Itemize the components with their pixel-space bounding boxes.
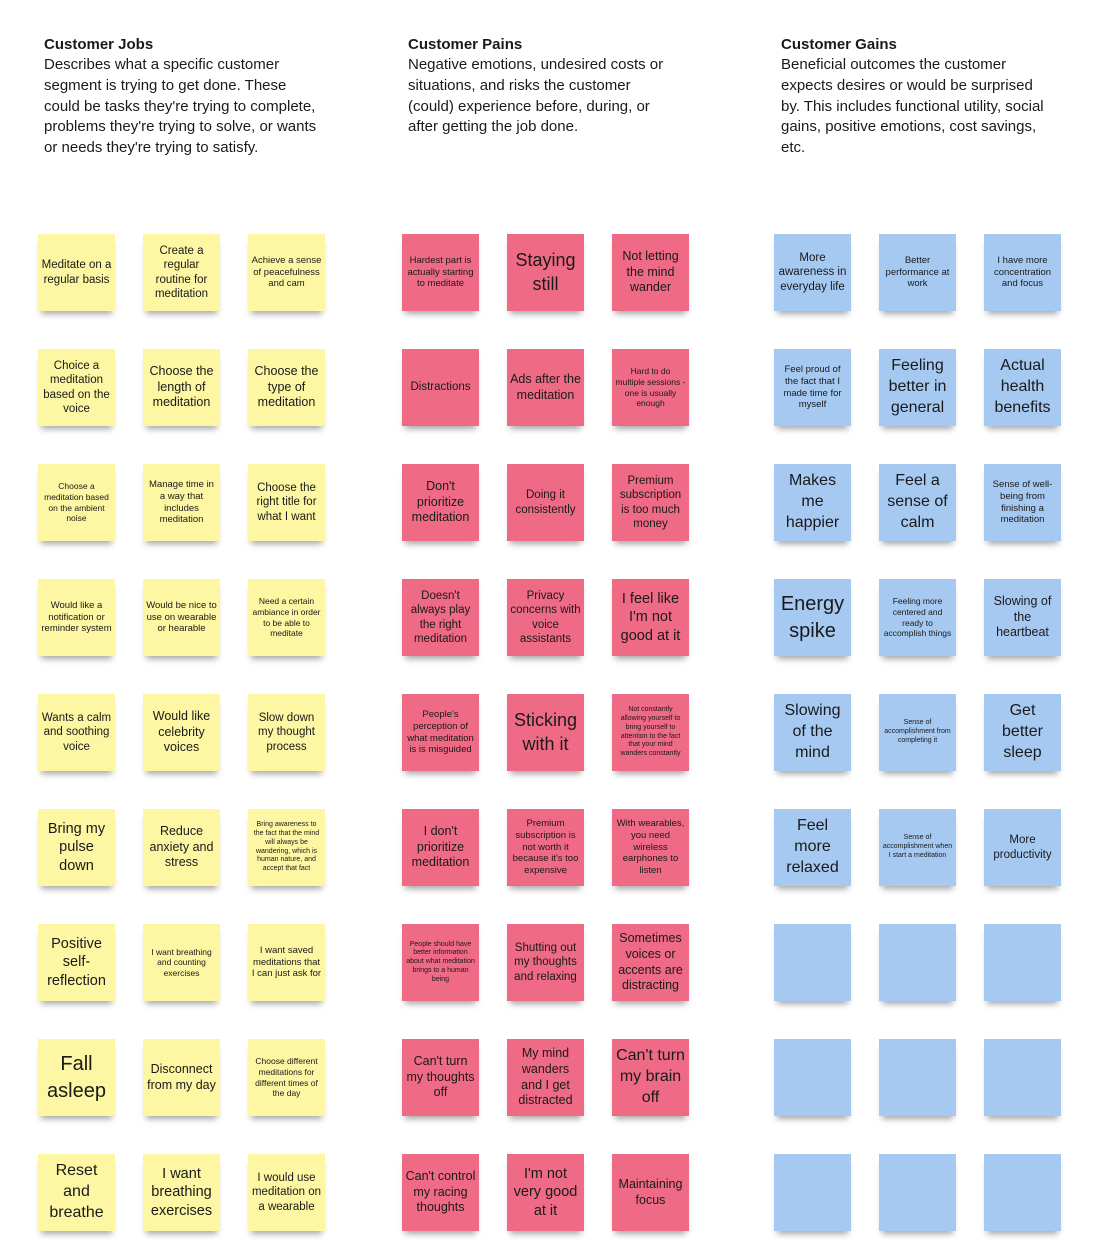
sticky-note[interactable]: Premium subscription is too much money — [612, 464, 689, 541]
sticky-note[interactable]: People's perception of what meditation i… — [402, 694, 479, 771]
section-title: Customer Gains — [781, 36, 897, 53]
sticky-note[interactable]: Slowing of the heartbeat — [984, 579, 1061, 656]
section-title: Customer Pains — [408, 36, 523, 53]
sticky-note[interactable]: Positive self-reflection — [38, 924, 115, 1001]
section-description: Negative emotions, undesired costs or si… — [408, 56, 664, 136]
sticky-note[interactable]: Disconnect from my day — [143, 1039, 220, 1116]
sticky-note[interactable]: Hard to do multiple sessions - one is us… — [612, 349, 689, 426]
sticky-note[interactable]: Would like a notification or reminder sy… — [38, 579, 115, 656]
sticky-note[interactable]: Choose different meditations for differe… — [248, 1039, 325, 1116]
sticky-note[interactable]: Energy spike — [774, 579, 851, 656]
blank-sticky-note[interactable] — [774, 1039, 851, 1116]
sticky-note[interactable]: I'm not very good at it — [507, 1154, 584, 1231]
customer-gains-grid: More awareness in everyday life Better p… — [774, 234, 1061, 1231]
sticky-note[interactable]: Bring my pulse down — [38, 809, 115, 886]
customer-jobs-grid: Meditate on a regular basis Create a reg… — [38, 234, 325, 1231]
sticky-note[interactable]: Can't turn my brain off — [612, 1039, 689, 1116]
section-description: Describes what a specific customer segme… — [44, 56, 317, 157]
sticky-note[interactable]: Doing it consistently — [507, 464, 584, 541]
sticky-note[interactable]: Hardest part is actually starting to med… — [402, 234, 479, 311]
blank-sticky-note[interactable] — [879, 1154, 956, 1231]
sticky-note[interactable]: Sticking with it — [507, 694, 584, 771]
sticky-note[interactable]: Actual health benefits — [984, 349, 1061, 426]
sticky-note[interactable]: Distractions — [402, 349, 479, 426]
sticky-note[interactable]: Feel proud of the fact that I made time … — [774, 349, 851, 426]
sticky-note[interactable]: Not letting the mind wander — [612, 234, 689, 311]
sticky-note[interactable]: Would like celebrity voices — [143, 694, 220, 771]
sticky-note[interactable]: Slow down my thought process — [248, 694, 325, 771]
customer-gains-header: Customer Gains Beneficial outcomes the c… — [781, 35, 1046, 159]
sticky-note[interactable]: Better performance at work — [879, 234, 956, 311]
blank-sticky-note[interactable] — [774, 1154, 851, 1231]
sticky-note[interactable]: I feel like I'm not good at it — [612, 579, 689, 656]
sticky-note[interactable]: Don't prioritize meditation — [402, 464, 479, 541]
blank-sticky-note[interactable] — [984, 1039, 1061, 1116]
sticky-note[interactable]: Can't turn my thoughts off — [402, 1039, 479, 1116]
sticky-note[interactable]: Can't control my racing thoughts — [402, 1154, 479, 1231]
blank-sticky-note[interactable] — [879, 1039, 956, 1116]
sticky-note[interactable]: Not constantly allowing yourself to brin… — [612, 694, 689, 771]
sticky-note[interactable]: I would use meditation on a wearable — [248, 1154, 325, 1231]
customer-pains-header: Customer Pains Negative emotions, undesi… — [408, 35, 668, 138]
sticky-note[interactable]: More awareness in everyday life — [774, 234, 851, 311]
sticky-note[interactable]: I want breathing exercises — [143, 1154, 220, 1231]
sticky-note[interactable]: Sense of well-being from finishing a med… — [984, 464, 1061, 541]
sticky-note[interactable]: Feeling better in general — [879, 349, 956, 426]
sticky-note[interactable]: Ads after the meditation — [507, 349, 584, 426]
sticky-note[interactable]: I want breathing and counting exercises — [143, 924, 220, 1001]
blank-sticky-note[interactable] — [879, 924, 956, 1001]
sticky-note[interactable]: Doesn't always play the right meditation — [402, 579, 479, 656]
sticky-note[interactable]: Feel a sense of calm — [879, 464, 956, 541]
sticky-note[interactable]: More productivity — [984, 809, 1061, 886]
sticky-note[interactable]: Reset and breathe — [38, 1154, 115, 1231]
sticky-note[interactable]: Makes me happier — [774, 464, 851, 541]
sticky-note[interactable]: Shutting out my thoughts and relaxing — [507, 924, 584, 1001]
sticky-note[interactable]: Reduce anxiety and stress — [143, 809, 220, 886]
sticky-note[interactable]: Choose a meditation based on the ambient… — [38, 464, 115, 541]
sticky-note[interactable]: With wearables, you need wireless earpho… — [612, 809, 689, 886]
customer-pains-grid: Hardest part is actually starting to med… — [402, 234, 689, 1231]
sticky-note[interactable]: Premium subscription is not worth it bec… — [507, 809, 584, 886]
section-title: Customer Jobs — [44, 36, 154, 53]
sticky-note[interactable]: Would be nice to use on wearable or hear… — [143, 579, 220, 656]
section-description: Beneficial outcomes the customer expects… — [781, 56, 1044, 157]
sticky-note[interactable]: Meditate on a regular basis — [38, 234, 115, 311]
sticky-note[interactable]: Maintaining focus — [612, 1154, 689, 1231]
sticky-note[interactable]: Manage time in a way that includes medit… — [143, 464, 220, 541]
sticky-note[interactable]: Fall asleep — [38, 1039, 115, 1116]
sticky-note[interactable]: Create a regular routine for meditation — [143, 234, 220, 311]
blank-sticky-note[interactable] — [984, 924, 1061, 1001]
sticky-note[interactable]: I don't prioritize meditation — [402, 809, 479, 886]
sticky-note[interactable]: I have more concentration and focus — [984, 234, 1061, 311]
sticky-note[interactable]: Feel more relaxed — [774, 809, 851, 886]
sticky-note[interactable]: Bring awareness to the fact that the min… — [248, 809, 325, 886]
sticky-note[interactable]: Sometimes voices or accents are distract… — [612, 924, 689, 1001]
sticky-note[interactable]: Feeling more centered and ready to accom… — [879, 579, 956, 656]
sticky-note[interactable]: Sense of accomplishment when I start a m… — [879, 809, 956, 886]
blank-sticky-note[interactable] — [774, 924, 851, 1001]
sticky-note[interactable]: Choose the length of meditation — [143, 349, 220, 426]
sticky-note[interactable]: Sense of accomplishment from completing … — [879, 694, 956, 771]
sticky-note[interactable]: I want saved meditations that I can just… — [248, 924, 325, 1001]
customer-jobs-header: Customer Jobs Describes what a specific … — [44, 35, 319, 159]
sticky-note[interactable]: Slowing of the mind — [774, 694, 851, 771]
sticky-note[interactable]: Need a certain ambiance in order to be a… — [248, 579, 325, 656]
sticky-note[interactable]: Wants a calm and soothing voice — [38, 694, 115, 771]
sticky-note[interactable]: Choose the right title for what I want — [248, 464, 325, 541]
sticky-note[interactable]: Get better sleep — [984, 694, 1061, 771]
sticky-note[interactable]: Choice a meditation based on the voice — [38, 349, 115, 426]
sticky-note[interactable]: Choose the type of meditation — [248, 349, 325, 426]
sticky-note[interactable]: Privacy concerns with voice assistants — [507, 579, 584, 656]
sticky-note[interactable]: People should have better information ab… — [402, 924, 479, 1001]
sticky-note[interactable]: My mind wanders and I get distracted — [507, 1039, 584, 1116]
sticky-note[interactable]: Achieve a sense of peacefulness and cam — [248, 234, 325, 311]
sticky-note[interactable]: Staying still — [507, 234, 584, 311]
blank-sticky-note[interactable] — [984, 1154, 1061, 1231]
